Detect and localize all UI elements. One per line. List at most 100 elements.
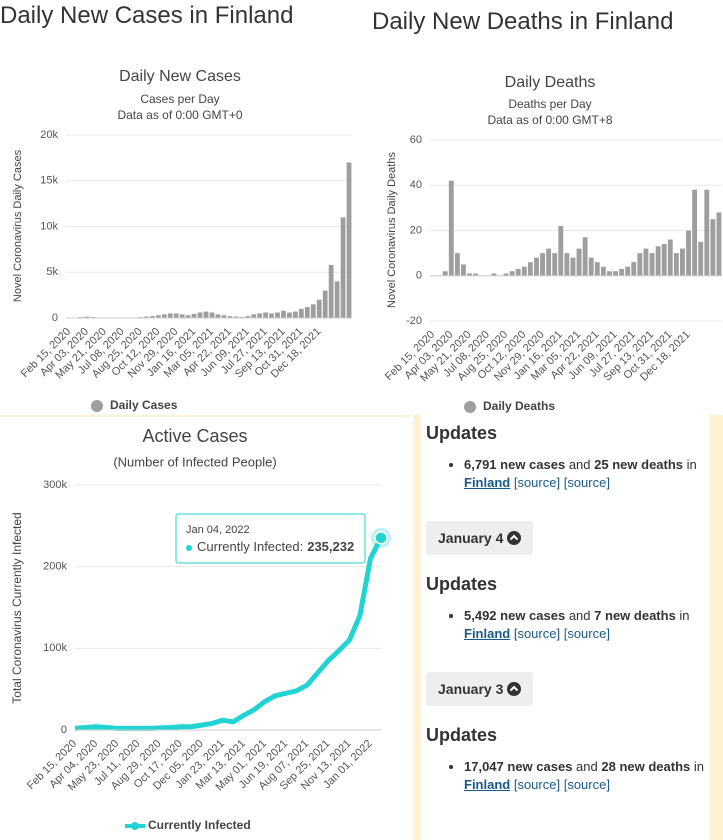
bar: [298, 308, 304, 318]
bar: [233, 316, 239, 318]
bar: [649, 253, 655, 276]
bar: [197, 312, 203, 318]
bar: [540, 253, 545, 276]
text: in: [686, 457, 697, 472]
bar: [173, 313, 179, 318]
country-link[interactable]: Finland: [464, 626, 511, 641]
update-item: 5,492 new cases and 7 new deaths in Finla…: [464, 607, 709, 643]
bar: [619, 268, 625, 276]
bar: [191, 313, 197, 318]
bar: [600, 266, 606, 276]
day-toggle[interactable]: January 4: [426, 521, 534, 555]
bar: [227, 316, 233, 318]
y-tick-label: 60: [410, 134, 422, 146]
bar: [503, 273, 509, 276]
legend-marker: [91, 400, 103, 412]
chart-title: Active Cases: [142, 426, 247, 446]
bar: [84, 316, 90, 318]
bar: [287, 312, 292, 318]
updates-heading: Updates: [426, 423, 498, 443]
bar: [442, 271, 448, 276]
bar: [454, 253, 460, 276]
bar: [203, 311, 209, 318]
cases: 17,047 new cases: [464, 759, 573, 774]
y-tick-label: 10k: [40, 220, 58, 232]
bar: [185, 315, 191, 318]
tooltip-label: Currently Infected:: [197, 539, 303, 554]
country-link[interactable]: Finland: [464, 777, 511, 792]
source-link[interactable]: [source]: [563, 626, 610, 641]
bar: [515, 268, 521, 276]
bar: [167, 313, 173, 318]
active-chart: Active Cases (Number of Infected People)…: [0, 415, 410, 832]
deaths: 25 new deaths: [594, 457, 684, 472]
y-tick-label: 0: [52, 312, 58, 324]
update-item: 6,791 new cases and 25 new deaths in Finl…: [464, 456, 709, 492]
bar: [521, 266, 527, 276]
y-axis-label: Total Coronavirus Currently Infected: [10, 512, 24, 703]
y-tick-label: 40: [410, 179, 422, 191]
updates-heading: Updates: [426, 725, 498, 745]
bar: [316, 299, 322, 318]
bar: [161, 314, 167, 318]
bar: [275, 312, 280, 318]
day-toggle[interactable]: January 3: [426, 672, 534, 706]
bar: [704, 189, 710, 276]
source-link[interactable]: [source]: [563, 777, 610, 792]
chevron-icon: [507, 682, 522, 696]
bar: [564, 253, 570, 276]
update-list: 17,047 new cases and 28 new deaths in Fin…: [426, 758, 709, 794]
point: [374, 531, 388, 545]
bar: [576, 248, 582, 276]
bar: [310, 304, 316, 318]
text: and: [576, 759, 598, 774]
chart-title: Daily Deaths: [505, 74, 596, 91]
y-axis-label: Novel Coronavirus Daily Deaths: [386, 152, 398, 308]
legend-label: Currently Infected: [148, 818, 251, 832]
source-link[interactable]: [source]: [513, 475, 561, 490]
bar: [570, 257, 576, 276]
y-tick-label: -20: [406, 315, 422, 327]
y-tick-label: 0: [61, 724, 67, 736]
bar: [269, 313, 274, 318]
bar: [625, 266, 631, 276]
text: and: [568, 457, 591, 472]
heading: Daily New Cases in Finland: [0, 2, 294, 29]
bar: [461, 264, 466, 276]
chart-subtitle: Cases per Day: [140, 92, 219, 106]
legend-label: Daily Deaths: [483, 399, 555, 413]
chart-subtitle: (Number of Infected People): [113, 454, 276, 469]
bar: [257, 313, 263, 318]
source-link[interactable]: [source]: [513, 777, 561, 792]
bar: [340, 217, 346, 318]
text: in: [693, 759, 704, 774]
legend-marker: [131, 822, 139, 830]
bar: [698, 241, 704, 276]
y-axis-label: Novel Coronavirus Daily Cases: [12, 149, 24, 302]
tooltip-date: Jan 04, 2022: [186, 524, 250, 536]
source-link[interactable]: [source]: [563, 475, 610, 490]
bar: [251, 314, 257, 318]
day-label: January 3: [438, 681, 504, 697]
text: and: [568, 608, 591, 623]
day-label: January 4: [438, 530, 504, 546]
bar: [643, 248, 649, 276]
cases: 6,791 new cases: [464, 457, 566, 472]
bar: [546, 248, 552, 276]
legend-marker: [464, 401, 476, 413]
country-link[interactable]: Finland: [464, 475, 511, 490]
source-link[interactable]: [source]: [513, 626, 561, 641]
cases-chart: Daily New Cases Cases per Day Data as of…: [12, 68, 352, 412]
update-list: 5,492 new cases and 7 new deaths in Finla…: [426, 607, 709, 643]
y-tick-label: 100k: [43, 642, 67, 654]
bar: [716, 212, 722, 276]
bar: [613, 271, 618, 276]
bar: [552, 253, 558, 276]
update-item: 17,047 new cases and 28 new deaths in Fin…: [464, 758, 709, 794]
chart-note: Data as of 0:00 GMT+0: [117, 108, 242, 122]
bar: [334, 281, 340, 318]
bar: [448, 180, 454, 276]
bar: [710, 219, 716, 276]
bar: [692, 189, 698, 276]
